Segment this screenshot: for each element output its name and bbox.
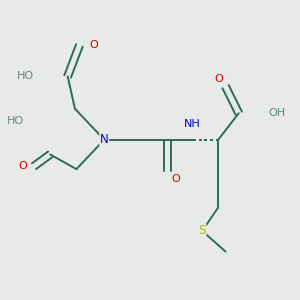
Text: OH: OH [268, 108, 285, 118]
Text: NH: NH [184, 119, 200, 129]
Text: O: O [18, 161, 27, 171]
Text: O: O [172, 174, 180, 184]
Text: HO: HO [7, 116, 24, 126]
Text: N: N [100, 133, 109, 146]
Text: O: O [214, 74, 223, 84]
Text: HO: HO [17, 71, 34, 81]
Text: S: S [199, 224, 206, 238]
Text: O: O [90, 40, 98, 50]
